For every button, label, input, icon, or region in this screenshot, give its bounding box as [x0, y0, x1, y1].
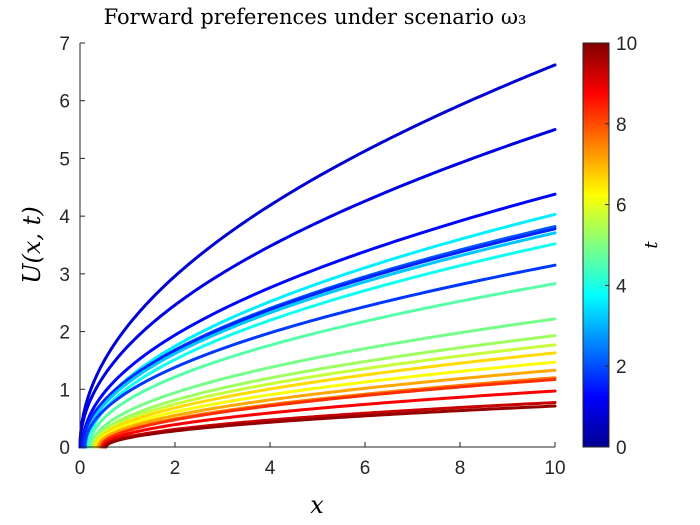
- series-layer: [78, 63, 557, 449]
- colorbar-tick-label: 10: [616, 34, 637, 55]
- series-line-15: [95, 360, 557, 449]
- x-axis-label: x: [310, 491, 324, 519]
- colorbar-tick-label: 8: [616, 115, 627, 136]
- colorbar-ticks: 0 2 4 6 8 10: [605, 34, 637, 459]
- y-ticks: 0 1 2 3 4 5 6 7: [59, 34, 85, 459]
- chart-title: Forward preferences under scenario ω₃: [104, 5, 527, 29]
- series-line-10: [88, 282, 557, 449]
- x-tick-label: 0: [75, 458, 86, 479]
- y-axis-label: U(x, t): [18, 206, 46, 283]
- y-tick-label: 7: [59, 34, 70, 55]
- series-line-14: [94, 351, 557, 449]
- y-tick-label: 5: [59, 149, 70, 170]
- y-tick-label: 3: [59, 265, 70, 286]
- y-tick-label: 0: [59, 438, 70, 459]
- series-line-6: [81, 227, 557, 449]
- series-line-3: [80, 192, 557, 449]
- x-ticks: 0 2 4 6 8 10: [75, 442, 566, 479]
- x-tick-label: 6: [360, 458, 371, 479]
- axes: [79, 43, 555, 448]
- series-line-8: [87, 242, 557, 449]
- y-tick-label: 4: [59, 207, 70, 228]
- colorbar-tick-label: 0: [616, 438, 627, 459]
- series-line-18: [99, 377, 557, 449]
- x-tick-label: 2: [170, 458, 181, 479]
- colorbar: 0 2 4 6 8 10 t: [582, 34, 662, 459]
- y-tick-label: 1: [59, 380, 70, 401]
- colorbar-gradient: [582, 42, 610, 448]
- colorbar-tick-label: 6: [616, 196, 627, 217]
- series-line-16: [96, 368, 557, 449]
- x-tick-label: 8: [455, 458, 466, 479]
- series-line-13: [92, 343, 557, 449]
- y-tick-label: 6: [59, 92, 70, 113]
- series-line-19: [101, 389, 557, 449]
- series-line-1: [78, 63, 557, 449]
- series-line-21: [104, 404, 557, 449]
- colorbar-label: t: [641, 241, 662, 249]
- series-line-7: [84, 231, 557, 449]
- series-line-12: [91, 334, 557, 449]
- x-tick-label: 4: [265, 458, 276, 479]
- colorbar-tick-label: 4: [616, 276, 627, 297]
- series-line-9: [83, 263, 557, 449]
- y-tick-label: 2: [59, 323, 70, 344]
- colorbar-tick-label: 2: [616, 357, 627, 378]
- x-tick-label: 10: [544, 458, 565, 479]
- series-line-2: [78, 128, 557, 449]
- series-line-11: [90, 317, 557, 449]
